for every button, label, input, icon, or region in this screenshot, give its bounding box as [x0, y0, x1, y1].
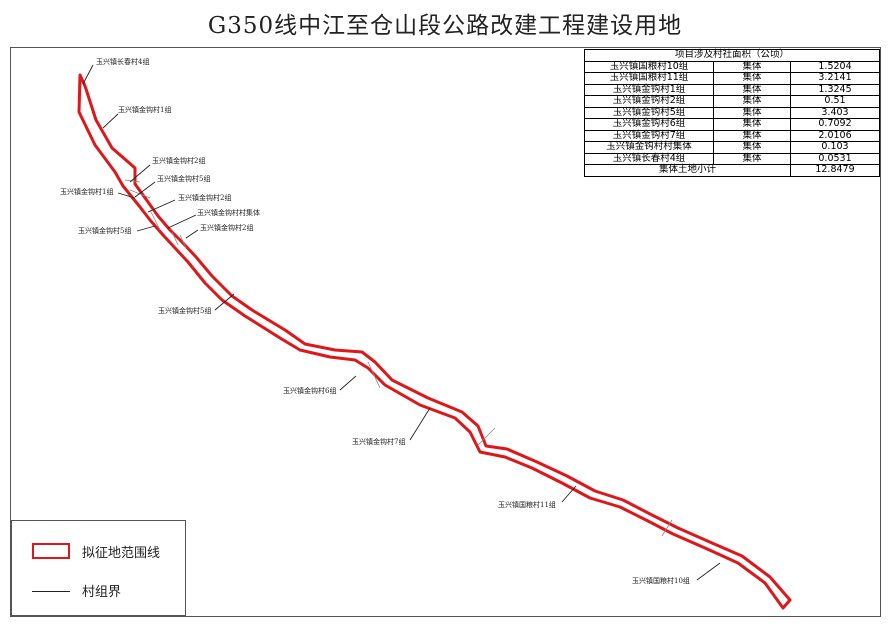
table-row: 玉兴镇金钩村2组 集体 0.51: [584, 95, 880, 108]
map-frame: [10, 47, 881, 617]
legend-boundary-swatch: [32, 543, 70, 559]
row-name: 玉兴镇国粮村10组: [584, 60, 714, 73]
label-jingou-2-c: 玉兴镇金钩村2组: [200, 223, 253, 232]
area-table: 项目涉及村社面积（公顷） 玉兴镇国粮村10组 集体 1.5204 玉兴镇国粮村11组集…: [584, 49, 880, 177]
table-row: 玉兴镇金钩村1组 集体 1.3245: [584, 83, 880, 96]
label-jingou-6: 玉兴镇金钩村6组: [283, 386, 336, 395]
label-jingou-2-a: 玉兴镇金钩村2组: [152, 156, 205, 165]
label-jingou-5-b: 玉兴镇金钩村5组: [78, 226, 131, 235]
row-area: 0.0531: [790, 152, 880, 165]
row-type: 集体: [713, 152, 791, 165]
row-area: 3.403: [790, 106, 880, 119]
table-body: 玉兴镇国粮村10组 集体 1.5204 玉兴镇国粮村11组 集体 3.2141 玉兴镇金钩村…: [584, 60, 880, 165]
village-boundaries: [124, 179, 673, 537]
legend-village-label: 村组界: [82, 585, 122, 600]
legend-boundary-label: 拟征地范围线: [82, 546, 161, 561]
label-jingou-2-b: 玉兴镇金钩村2组: [178, 193, 231, 202]
label-leaders: [82, 64, 721, 581]
row-area: 0.7092: [790, 118, 880, 131]
row-name: 玉兴镇金钩村6组: [584, 118, 714, 131]
row-area: 1.3245: [790, 83, 880, 96]
row-type: 集体: [713, 129, 791, 142]
row-type: 集体: [713, 60, 791, 73]
label-changchun-4: 玉兴镇长春村4组: [96, 57, 149, 66]
row-name: 玉兴镇长春村4组: [584, 152, 714, 165]
row-area: 3.2141: [790, 72, 880, 85]
table-row: 玉兴镇国粮村11组 集体 3.2141: [584, 72, 880, 85]
total-label: 集体土地小计: [584, 164, 791, 177]
acquisition-boundary: [77, 73, 792, 610]
row-area: 0.103: [790, 141, 880, 154]
row-name: 玉兴镇金钩村2组: [584, 95, 714, 108]
row-area: 1.5204: [790, 60, 880, 73]
table-row: 玉兴镇金钩村7组 集体 2.0106: [584, 129, 880, 142]
label-guoliang-10: 玉兴镇国粮村10组: [632, 576, 690, 585]
table-row: 玉兴镇金钩村村集体 集体 0.103: [584, 141, 880, 154]
legend: 拟征地范围线 村组界: [11, 520, 186, 616]
row-type: 集体: [713, 95, 791, 108]
row-name: 玉兴镇金钩村7组: [584, 129, 714, 142]
map-title: G350线中江至仓山段公路改建工程建设用地: [207, 13, 683, 39]
label-jingou-1-b: 玉兴镇金钩村1组: [60, 187, 113, 196]
table-row: 玉兴镇国粮村10组 集体 1.5204: [584, 60, 880, 73]
row-type: 集体: [713, 118, 791, 131]
label-jingou-1: 玉兴镇金钩村1组: [118, 105, 171, 114]
row-name: 玉兴镇金钩村村集体: [584, 141, 714, 154]
row-area: 0.51: [790, 95, 880, 108]
row-area: 2.0106: [790, 129, 880, 142]
row-name: 玉兴镇国粮村11组: [584, 72, 714, 85]
label-jingou-collective: 玉兴镇金钩村村集体: [197, 208, 260, 217]
table-total-row: 集体土地小计 12.8479: [584, 164, 880, 177]
table-header: 项目涉及村社面积（公顷）: [584, 49, 880, 62]
row-type: 集体: [713, 83, 791, 96]
row-type: 集体: [713, 72, 791, 85]
label-jingou-5-a: 玉兴镇金钩村5组: [157, 174, 210, 183]
total-value: 12.8479: [790, 164, 880, 177]
row-type: 集体: [713, 141, 791, 154]
label-jingou-7: 玉兴镇金钩村7组: [352, 437, 405, 446]
legend-village-line: [32, 591, 70, 592]
label-guoliang-11: 玉兴镇国粮村11组: [498, 500, 556, 509]
table-row: 玉兴镇金钩村6组 集体 0.7092: [584, 118, 880, 131]
row-type: 集体: [713, 106, 791, 119]
row-name: 玉兴镇金钩村1组: [584, 83, 714, 96]
label-jingou-5-c: 玉兴镇金钩村5组: [158, 306, 211, 315]
table-row: 玉兴镇长春村4组 集体 0.0531: [584, 152, 880, 165]
row-name: 玉兴镇金钩村5组: [584, 106, 714, 119]
table-row: 玉兴镇金钩村5组 集体 3.403: [584, 106, 880, 119]
